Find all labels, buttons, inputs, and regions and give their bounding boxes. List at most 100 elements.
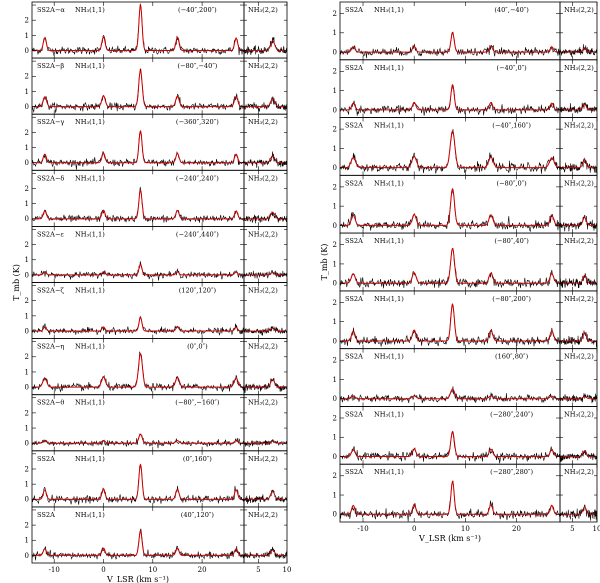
- y-tick-label: 0: [25, 440, 29, 448]
- fit-line: [32, 189, 244, 220]
- side-fit-line: [560, 275, 597, 284]
- side-data-line: [559, 214, 597, 232]
- panel-transition-label: NH₃(1,1): [374, 468, 404, 476]
- side-fit-line: [244, 272, 287, 276]
- fit-line: [32, 353, 244, 388]
- y-tick-label: 2: [25, 241, 29, 249]
- fit-line: [32, 3, 244, 52]
- side-fit-line: [244, 549, 287, 556]
- spectrum-panel: 0 1 2 SS2A−ζ NH₃(1,1) (120″,120″) NH₃(2,2): [25, 282, 288, 339]
- y-tick-label: 0: [333, 106, 337, 114]
- panel-side-label: NH₃(2,2): [564, 353, 594, 361]
- y-tick-label: 1: [333, 260, 337, 268]
- panel-side-label: NH₃(2,2): [564, 64, 594, 72]
- side-fit-line: [560, 47, 597, 53]
- side-data-line: [559, 157, 597, 173]
- side-data-line: [243, 211, 287, 224]
- panel-side-label: NH₃(2,2): [564, 410, 594, 418]
- panel-source-label: SS2A: [345, 6, 363, 14]
- side-data-line: [559, 504, 597, 521]
- side-data-line: [559, 330, 597, 348]
- panel-transition-label: NH₃(1,1): [75, 174, 105, 182]
- panel-offset-label: (−80″,−160″): [175, 399, 220, 407]
- spectrum-panel: 0 1 2 SS2A NH₃(1,1) (0″,160″) NH₃(2,2): [25, 450, 288, 508]
- fit-line: [340, 303, 560, 342]
- y-tick-label: 2: [25, 297, 29, 305]
- panel-offset-label: (−280″,280″): [490, 468, 533, 476]
- side-fit-line: [560, 159, 597, 169]
- data-line: [32, 261, 244, 281]
- x-tick-label: 20: [198, 566, 207, 574]
- y-tick-label: 1: [333, 29, 337, 37]
- fit-line: [32, 129, 244, 164]
- side-fit-line: [244, 212, 287, 220]
- side-fit-line: [244, 327, 287, 332]
- y-tick-label: 0: [333, 222, 337, 230]
- spectrum-panel: 0 1 2 SS2A−θ NH₃(1,1) (−80″,−160″) NH₃(2,2): [25, 394, 288, 452]
- x-tick-label: 20: [512, 525, 521, 533]
- main-frame: [31, 450, 245, 508]
- fit-line: [32, 69, 244, 108]
- panel-side-label: NH₃(2,2): [248, 118, 278, 126]
- y-axis-label: T_mb (K): [12, 264, 21, 301]
- fit-line: [340, 430, 560, 458]
- y-tick-label: 0: [333, 48, 337, 56]
- spectrum-panel: 0 1 2 SS2A NH₃(1,1) (40″,120″) NH₃(2,2): [25, 506, 288, 564]
- panel-transition-label: NH₃(1,1): [75, 287, 105, 295]
- y-tick-label: 2: [333, 414, 337, 422]
- spectrum-panel: 0 1 2 SS2A NH₃(1,1) (−40″,0″) NH₃(2,2): [333, 59, 598, 118]
- spectrum-panel: 0 1 2 SS2A NH₃(1,1) (160″,80″) NH₃(2,2): [333, 348, 598, 407]
- spectrum-panel: 0 1 2 SS2A NH₃(1,1) (−40″,160″) NH₃(2,2): [333, 117, 598, 176]
- side-data-line: [559, 450, 597, 462]
- panel-offset-label: (−80″,40″): [494, 237, 529, 245]
- panel-side-label: NH₃(2,2): [248, 174, 278, 182]
- panel-side-label: NH₃(2,2): [248, 343, 278, 351]
- panel-source-label: SS2A−ζ: [37, 287, 64, 295]
- panel-side-label: NH₃(2,2): [248, 6, 278, 14]
- x-tick-label: -10: [357, 525, 368, 533]
- panel-transition-label: NH₃(1,1): [374, 179, 404, 187]
- main-frame: [339, 174, 561, 234]
- panel-offset-label: (40″,−40″): [494, 6, 529, 14]
- y-tick-label: 1: [25, 537, 29, 545]
- side-data-line: [559, 102, 597, 114]
- y-tick-label: 1: [25, 200, 29, 208]
- y-tick-label: 2: [333, 472, 337, 480]
- spectrum-panel: 0 1 2 SS2A−α NH₃(1,1) (−40″,200″) NH₃(2,2): [25, 1, 288, 59]
- panel-transition-label: NH₃(1,1): [374, 122, 404, 130]
- x-axis-label: V_LSR (km s⁻¹): [106, 575, 169, 583]
- y-tick-label: 1: [333, 145, 337, 153]
- y-tick-label: 1: [25, 368, 29, 376]
- panel-source-label: SS2A−η: [37, 343, 64, 351]
- panel-transition-label: NH₃(1,1): [75, 343, 105, 351]
- panel-side-label: NH₃(2,2): [248, 230, 278, 238]
- panel-offset-label: (−40″,160″): [492, 122, 531, 130]
- spectrum-panel: 0 1 2 SS2A NH₃(1,1) (40″,−40″) NH₃(2,2): [333, 1, 598, 61]
- panel-source-label: SS2A−β: [37, 62, 64, 70]
- panel-side-label: NH₃(2,2): [564, 179, 594, 187]
- y-tick-label: 2: [25, 521, 29, 529]
- side-fit-line: [560, 450, 597, 457]
- panel-side-label: NH₃(2,2): [248, 287, 278, 295]
- panel-offset-label: (−40″,0″): [496, 64, 527, 72]
- fit-line: [340, 130, 560, 169]
- panel-offset-label: (0″,160″): [183, 455, 212, 463]
- y-tick-label: 2: [25, 409, 29, 417]
- fit-line: [340, 480, 560, 515]
- spectrum-panel: 0 1 2 SS2A NH₃(1,1) (−80″,0″) NH₃(2,2): [333, 174, 598, 234]
- panel-side-label: NH₃(2,2): [564, 122, 594, 130]
- y-tick-label: 0: [25, 215, 29, 223]
- y-tick-label: 2: [25, 129, 29, 137]
- side-data-line: [243, 377, 287, 394]
- spectrum-panel: 0 1 2 SS2A−γ NH₃(1,1) (−360″,320″) NH₃(2,2): [25, 113, 288, 171]
- panel-side-label: NH₃(2,2): [248, 399, 278, 407]
- side-fit-line: [244, 155, 287, 164]
- panel-side-label: NH₃(2,2): [248, 455, 278, 463]
- fit-line: [340, 247, 560, 284]
- fit-line: [32, 433, 244, 444]
- side-data-line: [559, 44, 597, 57]
- spectrum-panel: 0 1 2 SS2A−β NH₃(1,1) (−80″,−40″) NH₃(2,2): [25, 57, 288, 115]
- y-tick-label: 2: [25, 353, 29, 361]
- panel-transition-label: NH₃(1,1): [374, 295, 404, 303]
